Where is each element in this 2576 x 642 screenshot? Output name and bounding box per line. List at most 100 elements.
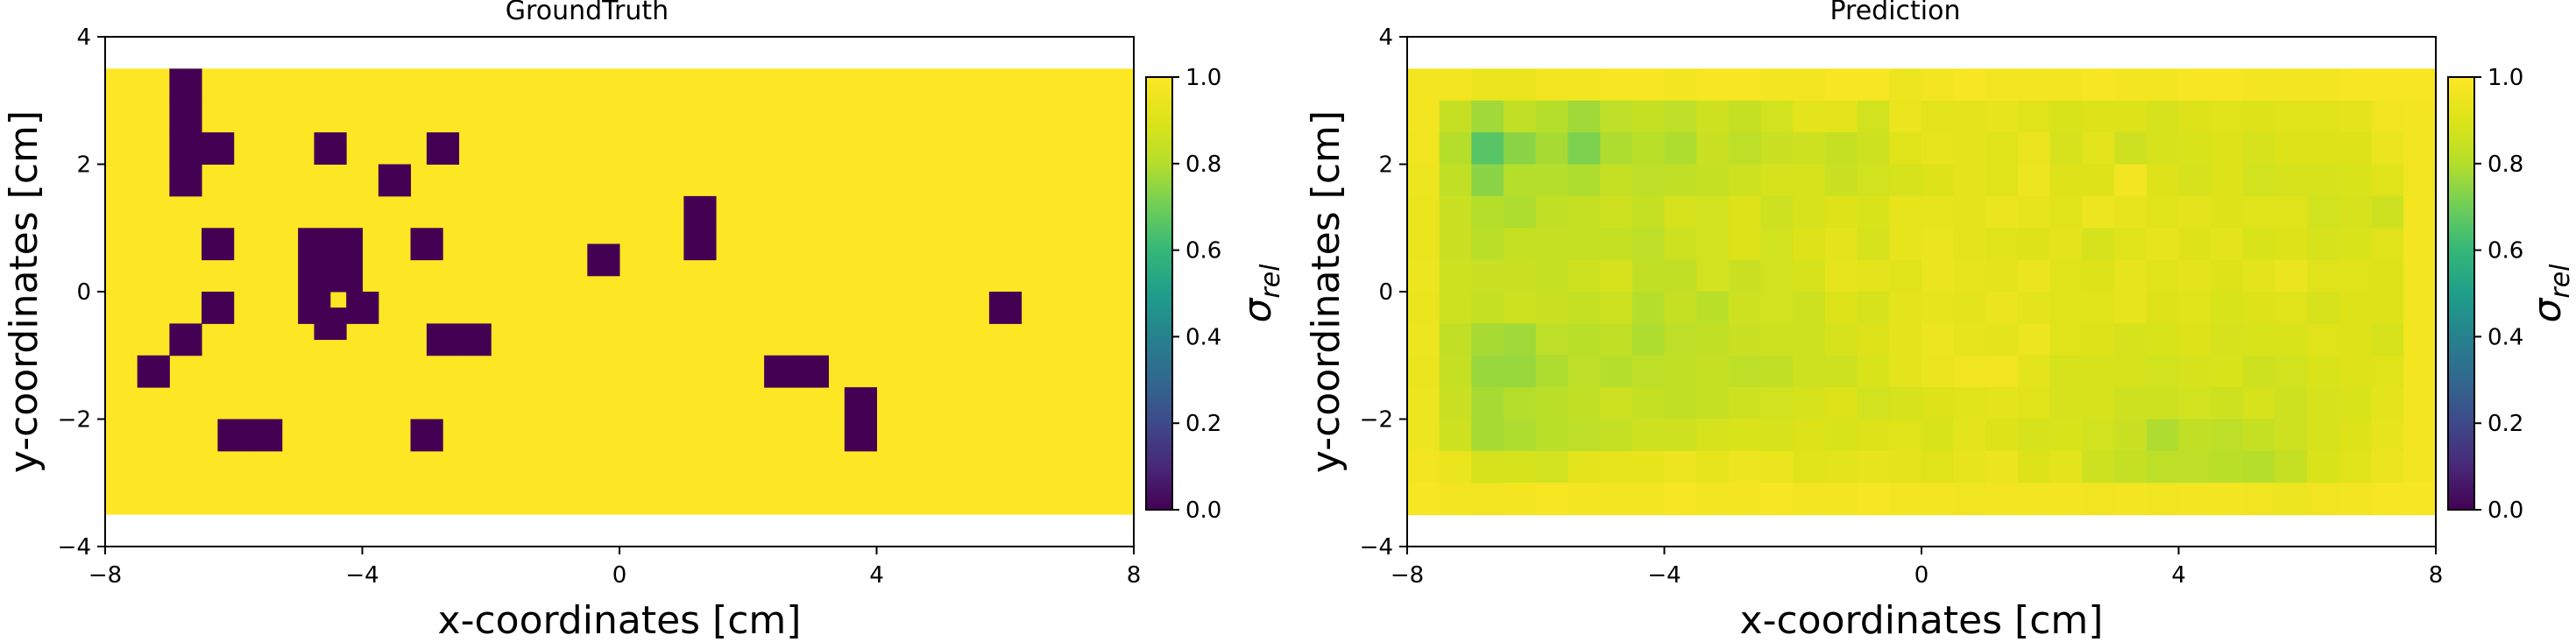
heatmap-cell: [2049, 483, 2084, 516]
heatmap-cell: [2178, 419, 2212, 452]
heatmap-cell: [1535, 323, 1569, 356]
heatmap-cell: [1600, 228, 1633, 261]
heatmap-cell: [1600, 195, 1633, 229]
heatmap-cell: [2082, 68, 2115, 102]
heatmap-cell: [426, 323, 460, 356]
groundtruth-colorbar-tick-label: 0.4: [1185, 324, 1221, 350]
heatmap-cell: [2211, 259, 2244, 293]
heatmap-cell: [1889, 68, 1922, 102]
heatmap-cell: [1535, 100, 1569, 133]
heatmap-cell: [2242, 132, 2276, 166]
heatmap-cell: [2146, 164, 2180, 197]
heatmap-cell: [1696, 195, 1730, 229]
heatmap-cell: [1535, 450, 1569, 483]
heatmap-cell: [2242, 483, 2276, 516]
heatmap-cell: [1857, 355, 1890, 388]
heatmap-cell: [2114, 483, 2148, 516]
heatmap-cell: [2211, 292, 2244, 324]
groundtruth-colorbar-tick-label: 0.2: [1185, 411, 1221, 437]
heatmap-cell: [2178, 323, 2212, 356]
heatmap-cell: [2146, 450, 2180, 483]
heatmap-cell: [1535, 292, 1569, 324]
heatmap-cell: [1953, 323, 1986, 356]
heatmap-cell: [1568, 164, 1601, 197]
prediction-y-tick-label: −4: [1360, 534, 1393, 561]
heatmap-cell: [1407, 68, 1440, 102]
heatmap-cell: [1760, 100, 1794, 133]
heatmap-cell: [1889, 164, 1922, 197]
groundtruth-x-tick-label: 0: [612, 562, 627, 589]
heatmap-cell: [1824, 228, 1858, 261]
heatmap-cell: [1664, 164, 1697, 197]
heatmap-cell: [1857, 450, 1890, 483]
heatmap-cell: [1504, 419, 1537, 452]
heatmap-cell: [1631, 483, 1666, 516]
heatmap-cell: [1439, 259, 1472, 293]
heatmap-cell: [1439, 450, 1472, 483]
prediction-colorbar-tick-label: 0.4: [2488, 324, 2523, 350]
heatmap-cell: [1535, 68, 1569, 102]
heatmap-cell: [1953, 292, 1986, 324]
heatmap-cell: [1760, 450, 1794, 483]
heatmap-cell: [1889, 292, 1922, 324]
heatmap-cell: [1439, 292, 1472, 324]
heatmap-cell: [1471, 355, 1504, 388]
heatmap-cell: [1504, 228, 1537, 261]
heatmap-cell: [1568, 292, 1601, 324]
heatmap-cell: [1696, 483, 1730, 516]
heatmap-cell: [2018, 100, 2051, 133]
heatmap-cell: [2275, 419, 2308, 452]
heatmap-cell: [1760, 292, 1794, 324]
groundtruth-x-tick-label: 4: [869, 562, 884, 589]
heatmap-cell: [1535, 195, 1569, 229]
prediction-x-tick-label: 0: [1914, 562, 1929, 589]
heatmap-cell: [2211, 228, 2244, 261]
heatmap-cell: [1407, 195, 1440, 229]
heatmap-cell: [2146, 387, 2180, 420]
heatmap-cell: [1921, 292, 1955, 324]
prediction-colorbar-gradient: [2448, 77, 2474, 510]
heatmap-cell: [1568, 132, 1601, 166]
groundtruth-panel: GroundTruth −8 −4 0 4 8 −4 −2 0 2 4: [2, 0, 1286, 642]
heatmap-cell: [2082, 450, 2115, 483]
heatmap-cell: [2114, 419, 2148, 452]
heatmap-cell: [1921, 483, 1955, 516]
heatmap-cell: [2307, 68, 2340, 102]
heatmap-cell: [2114, 132, 2148, 166]
heatmap-cell: [1407, 355, 1440, 388]
groundtruth-x-tick-label: −8: [88, 562, 122, 589]
heatmap-cell: [1439, 355, 1472, 388]
heatmap-cell: [1568, 323, 1601, 356]
heatmap-cell: [2275, 132, 2308, 166]
heatmap-cell: [2275, 387, 2308, 420]
groundtruth-colorbar-tick-label: 1.0: [1185, 65, 1221, 91]
heatmap-cell: [1600, 68, 1633, 102]
heatmap-cell: [2339, 483, 2373, 516]
heatmap-cell: [2242, 228, 2276, 261]
prediction-y-tick-label: 0: [1378, 279, 1393, 306]
heatmap-cell: [2178, 450, 2212, 483]
heatmap-cell: [2339, 387, 2373, 420]
heatmap-cell: [1631, 419, 1666, 452]
heatmap-cell: [2178, 355, 2212, 388]
heatmap-cell: [2049, 132, 2084, 166]
heatmap-cell: [1696, 100, 1730, 133]
heatmap-cell: [1664, 387, 1697, 420]
heatmap-cell: [2049, 323, 2084, 356]
heatmap-cell: [1568, 483, 1601, 516]
heatmap-cell: [2018, 259, 2051, 293]
heatmap-cell: [988, 292, 1023, 324]
heatmap-cell: [1600, 355, 1633, 388]
heatmap-cell: [2018, 483, 2051, 516]
heatmap-cell: [2307, 323, 2340, 356]
heatmap-cell: [1631, 100, 1666, 133]
heatmap-cell: [1439, 419, 1472, 452]
heatmap-cell: [2082, 100, 2115, 133]
heatmap-cell: [1407, 164, 1440, 197]
heatmap-cell: [2018, 292, 2051, 324]
heatmap-cell: [1407, 450, 1440, 483]
heatmap-cell: [1985, 100, 2019, 133]
heatmap-cell: [1664, 323, 1697, 356]
heatmap-cell: [1664, 228, 1697, 261]
heatmap-cell: [1985, 387, 2019, 420]
